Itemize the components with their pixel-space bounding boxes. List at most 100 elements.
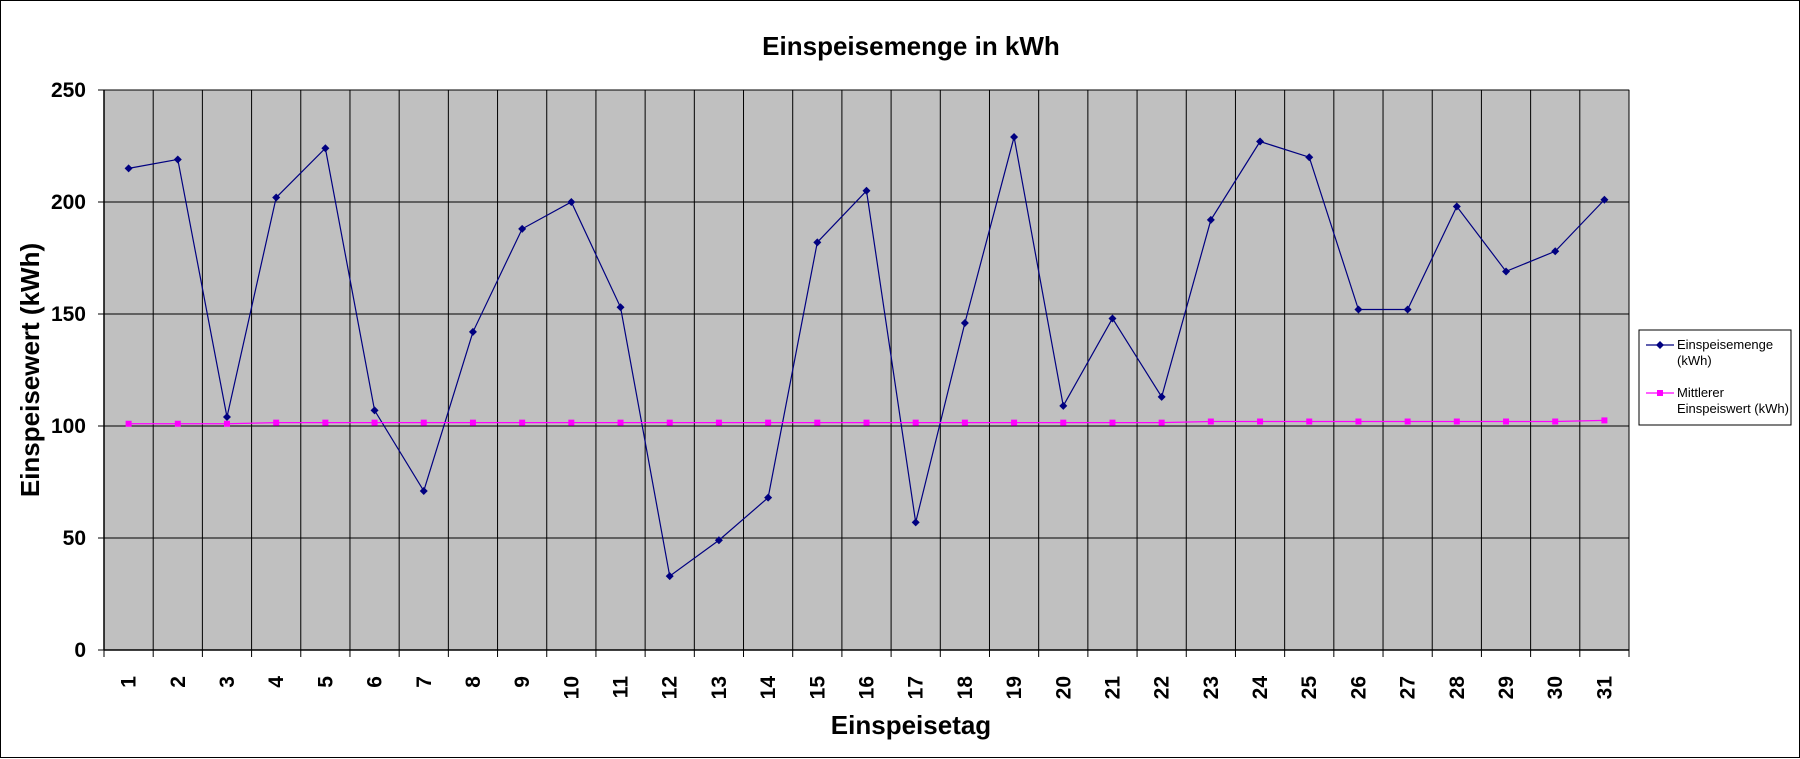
data-point: [765, 419, 772, 426]
data-point: [665, 572, 674, 581]
data-point: [371, 419, 378, 426]
data-point: [1206, 215, 1215, 224]
data-point: [1306, 418, 1313, 425]
data-point: [468, 327, 477, 336]
data-point: [1502, 267, 1511, 276]
data-point: [1552, 418, 1559, 425]
data-point: [666, 419, 673, 426]
x-tick-label: 24: [1249, 676, 1272, 700]
data-point: [125, 420, 132, 427]
data-point: [1158, 419, 1165, 426]
data-point: [124, 164, 133, 173]
x-tick-label: 2: [167, 676, 190, 688]
data-point: [223, 420, 230, 427]
y-axis-title: Einspeisewert (kWh): [15, 243, 45, 497]
x-tick-label: 29: [1495, 676, 1518, 699]
legend-label: Mittlerer: [1677, 385, 1725, 400]
x-tick-label: 3: [216, 676, 239, 688]
x-tick-label: 26: [1347, 676, 1370, 699]
x-axis-title: Einspeisetag: [831, 710, 991, 740]
x-tick-label: 11: [610, 676, 633, 699]
data-point: [321, 144, 330, 153]
data-point: [764, 493, 773, 502]
data-point: [1257, 418, 1264, 425]
data-point: [1011, 419, 1018, 426]
data-point: [911, 518, 920, 527]
x-tick-label: 4: [265, 676, 288, 688]
series-2: [125, 417, 1608, 427]
x-tick-label: 6: [364, 676, 387, 688]
data-point: [616, 303, 625, 312]
x-tick-label: 5: [314, 676, 337, 688]
data-point: [1503, 418, 1510, 425]
data-point: [1403, 305, 1412, 314]
y-tick-labels: 0 50 100 150 200 250: [51, 79, 86, 662]
data-point: [1600, 195, 1609, 204]
legend-label: Einspeiswert (kWh): [1677, 401, 1789, 416]
x-tick-label: 27: [1397, 676, 1420, 699]
data-point: [715, 419, 722, 426]
legend-swatch-marker: [1656, 341, 1664, 349]
data-point: [1452, 202, 1461, 211]
x-tick-label: 8: [462, 676, 485, 688]
y-tick-label: 100: [51, 415, 86, 438]
y-tick-label: 250: [51, 79, 86, 102]
x-tick-label: 14: [757, 676, 780, 700]
data-point: [1256, 137, 1265, 146]
data-point: [272, 193, 281, 202]
data-point: [273, 419, 280, 426]
x-tick-label: 30: [1544, 676, 1567, 699]
data-point: [1060, 419, 1067, 426]
data-point: [912, 419, 919, 426]
legend-box: [1638, 329, 1792, 426]
data-point: [173, 155, 182, 164]
data-point: [1109, 419, 1116, 426]
data-point: [813, 238, 822, 247]
data-point: [1404, 418, 1411, 425]
legend-label: Einspeisemenge: [1677, 337, 1773, 352]
data-point: [714, 536, 723, 545]
x-tick-labels: 1 2 3 4 5 6 7 8 9 10 11 12 13 14 15 16 17 18 19 20 21 22 23 24 2…: [118, 676, 1617, 700]
series-layer: [124, 133, 1609, 581]
x-tick-label: 23: [1200, 676, 1223, 699]
x-tick-label: 25: [1298, 676, 1321, 700]
x-tick-label: 10: [560, 676, 583, 699]
data-point: [174, 420, 181, 427]
y-tick-label: 200: [51, 191, 86, 214]
x-tick-label: 15: [806, 676, 829, 700]
chart-title: Einspeisemenge in kWh: [762, 31, 1060, 61]
x-tick-label: 17: [905, 676, 928, 699]
data-point: [1551, 247, 1560, 256]
x-tick-label: 1: [118, 676, 141, 688]
x-tick-label: 31: [1593, 676, 1616, 700]
x-tick-label: 13: [708, 676, 731, 699]
x-tick-label: 20: [1052, 676, 1075, 699]
y-tick-label: 0: [74, 639, 86, 662]
data-point: [222, 413, 231, 422]
data-point: [1601, 417, 1608, 424]
x-tick-label: 16: [856, 676, 879, 699]
data-point: [1157, 392, 1166, 401]
series-1: [124, 133, 1609, 581]
data-point: [419, 486, 428, 495]
y-tick-label: 50: [63, 527, 86, 550]
data-point: [370, 406, 379, 415]
data-point: [862, 186, 871, 195]
x-tick-label: 19: [1003, 676, 1026, 699]
data-point: [617, 419, 624, 426]
data-point: [1207, 418, 1214, 425]
data-point: [1355, 418, 1362, 425]
x-tick-label: 12: [659, 676, 682, 699]
data-point: [469, 419, 476, 426]
data-point: [568, 419, 575, 426]
x-tick-label: 28: [1446, 676, 1469, 700]
data-point: [960, 318, 969, 327]
data-point: [863, 419, 870, 426]
data-point: [322, 419, 329, 426]
plot-area: [103, 89, 1630, 651]
data-point: [1453, 418, 1460, 425]
data-point: [1354, 305, 1363, 314]
data-point: [1059, 401, 1068, 410]
